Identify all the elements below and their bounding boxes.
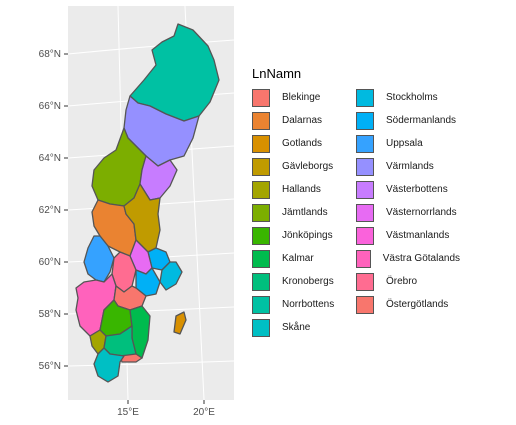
county-regions (75, 23, 220, 383)
legend-swatch (356, 88, 374, 107)
legend-item: Blekinge (252, 86, 356, 109)
legend-label: Hallands (282, 184, 321, 195)
y-tick-label: 58°N (39, 309, 61, 320)
legend-item: Skåne (252, 316, 356, 339)
legend-item: Östergötlands (356, 293, 460, 316)
region-vasternorrlands (139, 155, 178, 201)
legend-item: Stockholms (356, 86, 460, 109)
legend-label: Södermanlands (386, 115, 457, 126)
legend-swatch (356, 180, 374, 199)
legend-label: Västerbottens (386, 184, 448, 195)
legend-swatch (356, 249, 371, 268)
region-gotlands (173, 311, 187, 335)
legend-label: Stockholms (386, 92, 438, 103)
legend-swatch (252, 111, 270, 130)
legend-label: Uppsala (386, 138, 423, 149)
legend-label: Kalmar (282, 253, 314, 264)
axis-ticks (64, 53, 205, 404)
legend-label: Örebro (386, 276, 418, 287)
legend: LnNamn Blekinge Dalarnas Gotlands Gävleb… (252, 66, 460, 339)
legend-item: Västmanlands (356, 224, 460, 247)
legend-label: Kronobergs (282, 276, 334, 287)
legend-swatch (356, 226, 374, 245)
legend-swatch (252, 272, 270, 291)
legend-label: Blekinge (282, 92, 321, 103)
legend-swatch (252, 88, 270, 107)
legend-item: Jämtlands (252, 201, 356, 224)
y-tick-label: 64°N (39, 153, 61, 164)
legend-swatch (252, 318, 270, 337)
y-tick-label: 56°N (39, 361, 61, 372)
legend-swatch (356, 134, 374, 153)
legend-item: Dalarnas (252, 109, 356, 132)
legend-swatch (356, 295, 374, 314)
legend-label: Jämtlands (282, 207, 328, 218)
legend-label: Jönköpings (282, 230, 333, 241)
legend-item: Västerbottens (356, 178, 460, 201)
legend-item: Hallands (252, 178, 356, 201)
legend-item: Gotlands (252, 132, 356, 155)
legend-swatch (356, 111, 374, 130)
legend-item: Kronobergs (252, 270, 356, 293)
legend-item: Södermanlands (356, 109, 460, 132)
legend-swatch (252, 157, 270, 176)
y-tick-label: 60°N (39, 257, 61, 268)
y-tick-label: 66°N (39, 101, 61, 112)
region-gavleborgs (123, 183, 161, 253)
legend-item: Kalmar (252, 247, 356, 270)
legend-label: Skåne (282, 322, 311, 333)
legend-swatch (252, 226, 270, 245)
legend-item: Uppsala (356, 132, 460, 155)
legend-label: Västra Götalands (382, 253, 460, 264)
y-tick-label: 62°N (39, 205, 61, 216)
legend-item: Västernorrlands (356, 201, 460, 224)
legend-item: Jönköpings (252, 224, 356, 247)
legend-label: Värmlands (386, 161, 434, 172)
legend-label: Gotlands (282, 138, 323, 149)
legend-swatch (252, 134, 270, 153)
legend-label: Dalarnas (282, 115, 323, 126)
legend-column: Blekinge Dalarnas Gotlands Gävleborgs Ha… (252, 86, 356, 339)
legend-label: Östergötlands (386, 299, 449, 310)
region-skane (93, 347, 125, 383)
legend-swatch (252, 295, 270, 314)
legend-label: Västmanlands (386, 230, 450, 241)
legend-swatch (252, 249, 270, 268)
legend-column: Stockholms Södermanlands Uppsala Värmlan… (356, 86, 460, 339)
legend-swatch (252, 203, 270, 222)
legend-swatch (252, 180, 270, 199)
legend-swatch (356, 203, 374, 222)
region-blekinge (119, 353, 143, 363)
legend-item: Västra Götalands (356, 247, 460, 270)
region-stockholms (159, 261, 183, 291)
legend-label: Gävleborgs (282, 161, 334, 172)
legend-item: Gävleborgs (252, 155, 356, 178)
x-tick-label: 20°E (193, 407, 215, 418)
legend-item: Värmlands (356, 155, 460, 178)
legend-swatch (356, 157, 374, 176)
y-tick-label: 68°N (39, 49, 61, 60)
legend-swatch (356, 272, 374, 291)
legend-item: Örebro (356, 270, 460, 293)
legend-label: Norrbottens (282, 299, 335, 310)
legend-item: Norrbottens (252, 293, 356, 316)
x-tick-label: 15°E (117, 407, 139, 418)
legend-label: Västernorrlands (386, 207, 457, 218)
legend-title: LnNamn (252, 66, 302, 81)
